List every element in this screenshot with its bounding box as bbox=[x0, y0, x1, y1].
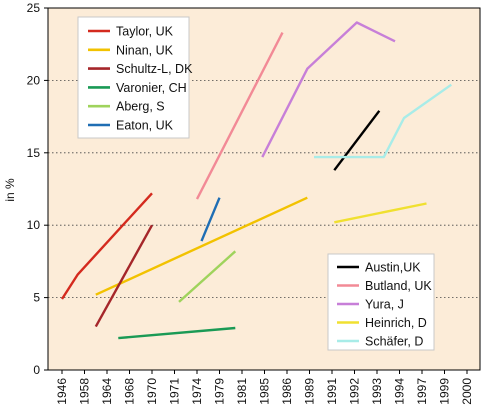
series-line bbox=[314, 83, 452, 159]
legend-top-box bbox=[77, 16, 190, 139]
series-line bbox=[200, 197, 221, 242]
x-tick-label: 1970 bbox=[145, 378, 159, 405]
y-tick-label: 0 bbox=[33, 363, 40, 377]
legend-label: Schäfer, D bbox=[365, 335, 423, 349]
series-line bbox=[195, 32, 284, 200]
x-tick-label: 1992 bbox=[348, 378, 362, 405]
legend-label: Austin,UK bbox=[365, 261, 421, 275]
x-tick-label: 1964 bbox=[100, 378, 114, 405]
series-lines bbox=[60, 21, 452, 340]
y-axis-title: in % bbox=[3, 178, 17, 202]
x-tick-label: 1986 bbox=[280, 378, 294, 405]
x-tick-label: 1991 bbox=[325, 378, 339, 405]
series-line bbox=[178, 250, 237, 303]
y-tick-label: 15 bbox=[27, 146, 41, 160]
series-line bbox=[118, 326, 236, 340]
x-axis: 1946 1958 1964 1968 1970 1971 1974 1979 1981 1985… bbox=[55, 370, 474, 405]
x-tick-label: 1971 bbox=[168, 378, 182, 405]
y-tick-label: 20 bbox=[27, 73, 41, 87]
legend-label: Aberg, S bbox=[116, 100, 165, 114]
x-tick-label: 2000 bbox=[460, 378, 474, 405]
y-tick-label: 5 bbox=[33, 291, 40, 305]
y-axis: 0 5 10 15 20 25 bbox=[27, 1, 48, 377]
legend-bottom: Austin,UK Butland, UK Yura, J Heinrich, D Sc… bbox=[327, 253, 435, 351]
legend-label: Butland, UK bbox=[365, 279, 432, 293]
series-line bbox=[95, 196, 308, 296]
x-tick-label: 1981 bbox=[235, 378, 249, 405]
x-tick-label: 1979 bbox=[213, 378, 227, 405]
legend-label: Taylor, UK bbox=[116, 25, 174, 39]
x-tick-label: 1985 bbox=[258, 378, 272, 405]
series-line bbox=[261, 21, 396, 158]
x-tick-label: 1958 bbox=[78, 378, 92, 405]
x-tick-label: 1968 bbox=[123, 378, 137, 405]
y-tick-label: 25 bbox=[27, 1, 41, 15]
x-tick-label: 1989 bbox=[303, 378, 317, 405]
y-tick-label: 10 bbox=[27, 218, 41, 232]
x-tick-label: 1994 bbox=[393, 378, 407, 405]
legend-label: Yura, J bbox=[365, 298, 404, 312]
legend-label: Ninan, UK bbox=[116, 43, 174, 57]
x-tick-label: 1974 bbox=[190, 378, 204, 405]
legend-top: Taylor, UK Ninan, UK Schultz-L, DK Varonier… bbox=[77, 16, 193, 139]
legend-label: Heinrich, D bbox=[365, 316, 427, 330]
x-tick-label: 1997 bbox=[415, 378, 429, 405]
series-line bbox=[60, 192, 153, 300]
legend-label: Eaton, UK bbox=[116, 119, 174, 133]
series-line bbox=[94, 224, 154, 328]
legend-bottom-box bbox=[327, 253, 435, 351]
series-line bbox=[333, 110, 381, 171]
legend-label: Schultz-L, DK bbox=[116, 62, 193, 76]
plot-border bbox=[47, 7, 481, 371]
legend-label: Varonier, CH bbox=[116, 81, 187, 95]
x-tick-label: 1999 bbox=[438, 378, 452, 405]
x-tick-label: 1946 bbox=[55, 378, 69, 405]
series-line bbox=[334, 202, 427, 224]
x-tick-label: 1993 bbox=[370, 378, 384, 405]
